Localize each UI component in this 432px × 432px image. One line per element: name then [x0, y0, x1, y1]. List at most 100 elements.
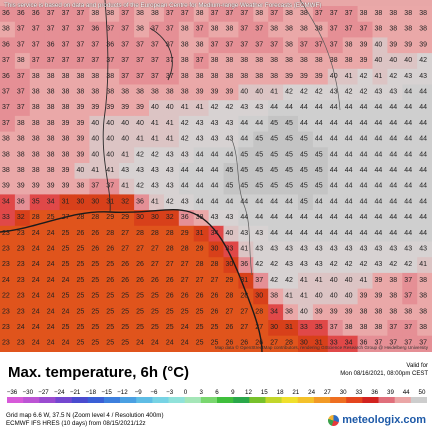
legend-tick: 24	[308, 389, 316, 396]
temperature-value: 44	[270, 104, 278, 111]
temperature-tile	[89, 115, 105, 133]
temperature-tile	[342, 320, 359, 337]
temperature-value: 25	[77, 308, 85, 315]
temperature-value: 44	[360, 183, 368, 190]
temperature-value: 24	[47, 230, 55, 237]
temperature-value: 28	[196, 261, 204, 268]
temperature-value: 37	[136, 73, 144, 80]
temperature-value: 44	[345, 198, 353, 205]
temperature-tile	[14, 257, 31, 274]
temperature-value: 44	[389, 183, 397, 190]
temperature-tile	[178, 241, 195, 258]
temperature-value: 41	[240, 246, 248, 253]
temperature-value: 43	[240, 104, 248, 111]
temperature-value: 28	[166, 230, 174, 237]
temperature-value: 45	[226, 167, 234, 174]
temperature-value: 25	[77, 324, 85, 331]
temperature-tile	[372, 194, 388, 211]
temperature-tile	[178, 288, 195, 305]
temperature-value: 44	[389, 151, 397, 158]
temperature-value: 38	[270, 293, 278, 300]
temperature-tile	[417, 115, 432, 133]
brand-logo[interactable]: meteologix.com	[328, 414, 426, 426]
temperature-value: 45	[240, 167, 248, 174]
coastline	[0, 209, 263, 352]
temperature-tile	[89, 6, 105, 23]
temperature-tile	[372, 131, 388, 148]
temperature-value: 38	[345, 324, 353, 331]
temperature-tile	[387, 6, 403, 23]
temperature-tile	[357, 288, 374, 305]
temperature-value: 44	[419, 136, 427, 143]
temperature-value: 39	[315, 73, 323, 80]
temperature-value: 24	[47, 324, 55, 331]
temperature-value: 37	[404, 277, 412, 284]
temperature-tile	[74, 225, 90, 243]
temperature-value: 23	[17, 230, 25, 237]
temperature-tile	[193, 272, 210, 290]
temperature-tile	[59, 68, 76, 86]
temperature-tile	[342, 53, 359, 70]
temperature-tile	[402, 257, 418, 274]
temperature-tile	[208, 163, 225, 180]
temperature-tile	[387, 21, 403, 38]
temperature-tile	[0, 21, 16, 38]
temperature-value: 44	[211, 198, 219, 205]
temperature-tile	[59, 304, 76, 321]
temperature-tile	[44, 6, 61, 23]
legend-tick: 39	[387, 389, 394, 396]
temperature-value: 38	[419, 277, 427, 284]
temperature-value: 44	[315, 136, 323, 143]
temperature-value: 44	[375, 198, 383, 205]
temperature-tile	[283, 100, 299, 117]
temperature-tile	[327, 272, 344, 290]
temperature-tile	[29, 304, 46, 321]
temperature-value: 25	[166, 308, 174, 315]
temperature-tile	[327, 131, 344, 148]
temperature-value: 38	[47, 73, 55, 80]
temperature-value: 34	[2, 198, 10, 205]
temperature-tile	[238, 21, 254, 38]
temperature-tile	[89, 304, 105, 321]
temperature-value: 42	[270, 277, 278, 284]
temperature-value: 43	[211, 214, 219, 221]
temperature-value: 37	[121, 26, 129, 33]
temperature-tile	[283, 163, 299, 180]
temperature-tile	[268, 272, 284, 290]
temperature-value: 24	[47, 246, 55, 253]
temperature-tile	[193, 225, 210, 243]
temperature-value: 36	[17, 10, 25, 17]
temperature-tile	[149, 131, 165, 148]
temperature-tile	[178, 194, 195, 211]
temperature-tile	[104, 304, 120, 321]
temperature-value: 43	[330, 89, 338, 96]
temperature-tile	[357, 272, 374, 290]
temperature-value: 40	[330, 277, 338, 284]
temperature-value: 43	[181, 198, 189, 205]
temperature-value: 45	[315, 167, 323, 174]
temperature-tile	[312, 163, 329, 180]
temperature-tile	[327, 6, 344, 23]
temperature-value: 44	[196, 151, 204, 158]
brand-name: meteologix.com	[342, 414, 426, 426]
temperature-value: 37	[121, 10, 129, 17]
temperature-tile	[417, 100, 432, 117]
temperature-map[interactable]: 36 36 36 37 37 37 38 38 37 38 38 37 37 38 37 37 37 38 37 38…	[0, 0, 432, 352]
temperature-value: 26	[136, 277, 144, 284]
temperature-value: 30	[255, 293, 263, 300]
scale-swatch	[136, 397, 153, 403]
temperature-tile	[29, 163, 46, 180]
temperature-value: 44	[255, 214, 263, 221]
temperature-tile	[357, 131, 374, 148]
temperature-tile	[29, 194, 46, 211]
temperature-tile	[104, 194, 120, 211]
temperature-value: 44	[375, 230, 383, 237]
temperature-tile	[283, 194, 299, 211]
temperature-tile	[327, 210, 344, 227]
temperature-value: 44	[330, 198, 338, 205]
scale-swatch	[297, 397, 315, 403]
temperature-tile	[312, 53, 329, 70]
temperature-value: 25	[121, 324, 129, 331]
temperature-value: 27	[270, 340, 278, 347]
